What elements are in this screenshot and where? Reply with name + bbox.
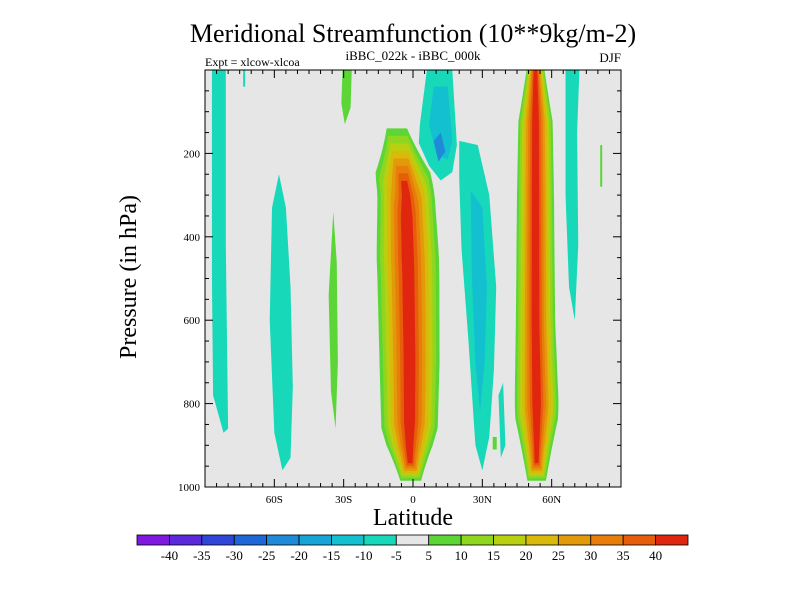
chart-subtitle: iBBC_022k - iBBC_000k — [345, 48, 481, 63]
northern-negative-fragment — [498, 382, 506, 458]
colorbar-swatch — [298, 534, 332, 546]
colorbar-label: -30 — [226, 548, 243, 563]
arctic-green-streak — [600, 145, 603, 187]
colorbar-swatch — [622, 534, 656, 546]
colorbar-label: -35 — [193, 548, 210, 563]
colorbar-swatch — [493, 534, 527, 546]
colorbar-label: -25 — [258, 548, 275, 563]
x-tick-label: 30N — [473, 494, 492, 506]
colorbar-swatch — [460, 534, 494, 546]
colorbar-label: 20 — [519, 548, 532, 563]
colorbar-label: 5 — [425, 548, 432, 563]
southern-jet-band — [341, 70, 352, 125]
x-tick-label: 0 — [410, 494, 416, 506]
y-tick-label: 800 — [184, 399, 201, 411]
colorbar-swatch — [395, 534, 430, 546]
colorbar-swatch — [201, 534, 235, 546]
colorbar-swatch — [233, 534, 268, 546]
y-tick-label: 1000 — [178, 482, 201, 494]
colorbar-label: -40 — [161, 548, 178, 563]
y-tick-label: 200 — [184, 148, 201, 160]
chart-title: Meridional Streamfunction (10**9kg/m-2) — [190, 19, 636, 48]
y-tick-label: 600 — [184, 315, 201, 327]
colorbar-swatch — [525, 534, 559, 546]
colorbar-swatch — [136, 534, 170, 546]
colorbar-label: 25 — [552, 548, 565, 563]
tropical-positive-cell-level-8 — [400, 180, 416, 464]
colorbar-label: 40 — [649, 548, 662, 563]
season-annotation: DJF — [599, 50, 621, 65]
colorbar-swatch — [428, 534, 462, 546]
axis-ticks: 60S 30S 0 30N 60N 200 400 600 800 1000 — [178, 70, 621, 506]
contour-fields — [211, 70, 603, 481]
southern-subtropical-band — [328, 211, 338, 429]
x-tick-label: 30S — [335, 494, 352, 506]
southern-polar-column — [211, 70, 229, 433]
colorbar: -40 -35 -30 -25 -20 -15 -10 -5 5 10 15 20 25 30 35 40 — [136, 534, 689, 563]
northern-positive-cell-level-8 — [531, 70, 541, 464]
y-axis-label: Pressure (in hPa) — [116, 195, 142, 359]
colorbar-label: 10 — [455, 548, 468, 563]
colorbar-swatch — [169, 534, 203, 546]
tropical-negative-core — [433, 132, 446, 162]
colorbar-label: -15 — [323, 548, 340, 563]
y-tick-label: 400 — [184, 232, 201, 244]
colorbar-swatch — [363, 534, 397, 546]
colorbar-label: 35 — [617, 548, 630, 563]
colorbar-label: -5 — [391, 548, 402, 563]
colorbar-label: -10 — [355, 548, 372, 563]
colorbar-label: -20 — [290, 548, 307, 563]
colorbar-swatch — [557, 534, 592, 546]
northern-negative-inner — [470, 190, 487, 412]
plot-area: 60S 30S 0 30N 60N 200 400 600 800 1000 — [178, 69, 622, 506]
colorbar-swatch — [331, 534, 365, 546]
colorbar-swatch — [266, 534, 300, 546]
southern-midlat-band — [269, 174, 293, 471]
northern-green-fragment — [492, 436, 497, 450]
colorbar-label: 15 — [487, 548, 500, 563]
x-tick-label: 60S — [266, 494, 283, 506]
colorbar-swatch — [590, 534, 624, 546]
colorbar-swatch — [655, 534, 689, 546]
southern-streak — [243, 70, 246, 87]
arctic-negative-column — [565, 70, 580, 321]
colorbar-label: 30 — [584, 548, 597, 563]
experiment-annotation: Expt = xlcow-xlcoa — [205, 55, 300, 69]
x-axis-label: Latitude — [373, 505, 453, 531]
x-tick-label: 60N — [542, 494, 561, 506]
